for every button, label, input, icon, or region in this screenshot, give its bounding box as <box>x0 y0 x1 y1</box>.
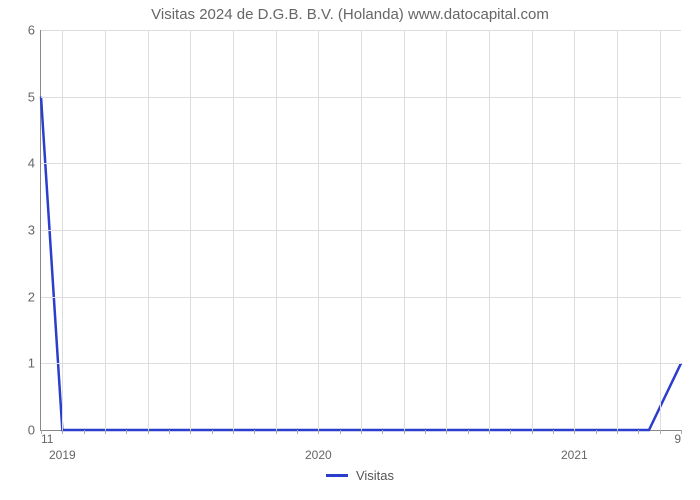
x-minor-tick <box>212 430 213 434</box>
x-minor-tick <box>425 430 426 434</box>
end-label-right: 9 <box>674 432 681 446</box>
x-minor-tick <box>233 430 234 434</box>
grid-line-v <box>660 30 661 430</box>
grid-line-v <box>148 30 149 430</box>
x-minor-tick <box>382 430 383 434</box>
x-minor-tick <box>617 430 618 434</box>
x-minor-tick <box>126 430 127 434</box>
grid-line-v <box>361 30 362 430</box>
grid-line-v <box>489 30 490 430</box>
grid-line-v <box>190 30 191 430</box>
y-tick-label: 0 <box>28 423 41 438</box>
chart-title: Visitas 2024 de D.G.B. B.V. (Holanda) ww… <box>0 6 700 23</box>
x-minor-tick <box>340 430 341 434</box>
y-tick-label: 3 <box>28 223 41 238</box>
x-minor-tick <box>404 430 405 434</box>
legend-label: Visitas <box>356 468 394 483</box>
x-minor-tick <box>446 430 447 434</box>
x-minor-tick <box>361 430 362 434</box>
grid-line-v <box>574 30 575 430</box>
y-tick-label: 1 <box>28 356 41 371</box>
grid-line-v <box>105 30 106 430</box>
legend: Visitas <box>40 468 680 483</box>
y-tick-label: 6 <box>28 23 41 38</box>
x-tick-label: 2021 <box>561 430 588 462</box>
grid-line-v <box>62 30 63 430</box>
x-minor-tick <box>297 430 298 434</box>
legend-swatch <box>326 474 348 477</box>
grid-line-v <box>233 30 234 430</box>
grid-line-v <box>276 30 277 430</box>
x-minor-tick <box>532 430 533 434</box>
x-tick-label: 2020 <box>305 430 332 462</box>
y-tick-label: 4 <box>28 156 41 171</box>
x-minor-tick <box>276 430 277 434</box>
x-minor-tick <box>660 430 661 434</box>
y-tick-label: 5 <box>28 89 41 104</box>
x-minor-tick <box>254 430 255 434</box>
x-minor-tick <box>84 430 85 434</box>
x-minor-tick <box>190 430 191 434</box>
x-minor-tick <box>489 430 490 434</box>
x-minor-tick <box>169 430 170 434</box>
x-minor-tick <box>105 430 106 434</box>
x-minor-tick <box>553 430 554 434</box>
end-label-left: 11 <box>41 432 53 446</box>
grid-line-v <box>532 30 533 430</box>
grid-line-v <box>617 30 618 430</box>
x-minor-tick <box>638 430 639 434</box>
x-minor-tick <box>468 430 469 434</box>
grid-line-v <box>404 30 405 430</box>
x-minor-tick <box>596 430 597 434</box>
grid-line-v <box>318 30 319 430</box>
y-tick-label: 2 <box>28 289 41 304</box>
x-minor-tick <box>148 430 149 434</box>
x-minor-tick <box>681 430 682 434</box>
plot-area: 0123456201920202021119 <box>40 30 681 431</box>
x-minor-tick <box>510 430 511 434</box>
grid-line-v <box>446 30 447 430</box>
